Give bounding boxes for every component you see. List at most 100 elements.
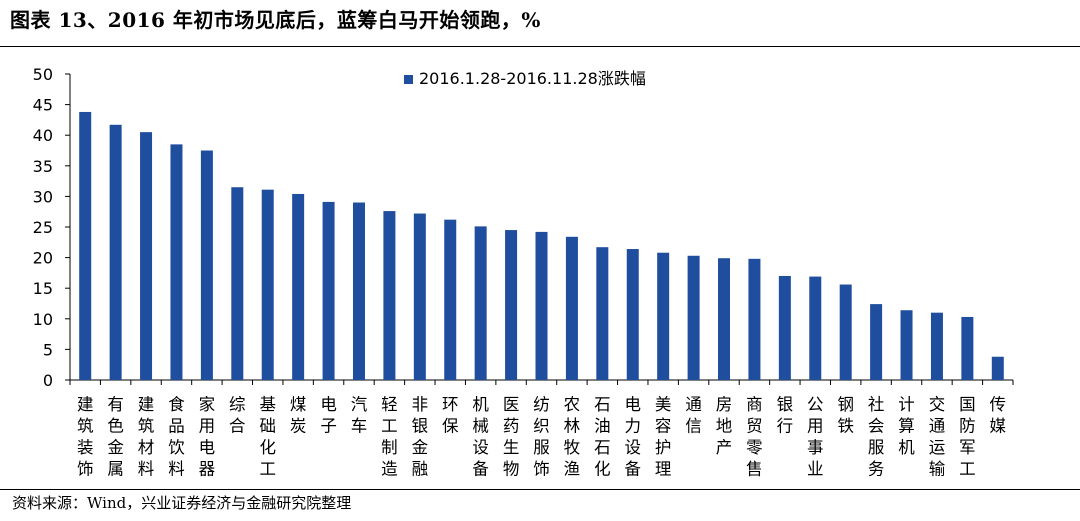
x-category-char: 电 [625, 395, 642, 414]
x-category-char: 料 [168, 460, 185, 479]
bar [505, 230, 518, 380]
y-tick-label: 50 [33, 65, 53, 84]
x-category-label: 社会服务 [868, 395, 885, 479]
x-category-char: 化 [594, 460, 611, 479]
x-category-char: 织 [533, 417, 550, 436]
x-category-char: 信 [685, 417, 702, 436]
x-category-label: 钢铁 [837, 395, 854, 436]
x-category-char: 渔 [564, 460, 581, 479]
x-category-char: 零 [746, 438, 763, 457]
bar [930, 312, 943, 380]
x-category-char: 子 [320, 417, 337, 436]
x-category-char: 国 [959, 395, 976, 414]
bar [839, 284, 852, 380]
x-category-char: 房 [716, 395, 733, 414]
chart-title: 图表 13、2016 年初市场见底后，蓝筹白马开始领跑，% [10, 8, 541, 32]
x-category-char: 防 [959, 417, 976, 436]
y-tick-label: 0 [43, 371, 53, 390]
x-category-char: 理 [655, 460, 672, 479]
bar [261, 189, 274, 380]
x-category-char: 械 [472, 417, 489, 436]
x-category-char: 饰 [533, 460, 550, 479]
x-category-char: 工 [959, 460, 976, 479]
x-category-char: 电 [320, 395, 337, 414]
x-category-label: 传媒 [990, 395, 1007, 436]
bar [687, 255, 700, 380]
x-category-label: 电力设备 [625, 395, 642, 479]
x-category-label: 国防军工 [959, 395, 976, 479]
x-category-label: 机械设备 [472, 395, 489, 479]
x-category-char: 容 [655, 417, 672, 436]
x-category-char: 炭 [290, 417, 307, 436]
bar [900, 310, 913, 380]
x-category-char: 工 [381, 417, 398, 436]
x-category-char: 物 [503, 460, 520, 479]
x-category-char: 电 [199, 438, 216, 457]
x-category-char: 牧 [564, 438, 581, 457]
bar [657, 252, 670, 380]
x-category-char: 力 [625, 417, 642, 436]
bar [596, 247, 609, 380]
x-category-label: 农林牧渔 [564, 395, 581, 479]
x-category-char: 建 [138, 395, 155, 414]
bar [109, 124, 122, 381]
y-tick-label: 35 [33, 157, 53, 176]
y-tick-label: 15 [33, 279, 53, 298]
x-category-char: 装 [77, 438, 94, 457]
x-category-label: 银行 [777, 395, 794, 436]
x-category-char: 品 [168, 417, 185, 436]
x-category-char: 建 [77, 395, 94, 414]
x-category-char: 军 [959, 438, 976, 457]
x-category-char: 业 [807, 460, 824, 479]
bar [413, 213, 426, 380]
x-category-char: 事 [807, 438, 824, 457]
x-category-char: 合 [229, 417, 246, 436]
bottom-rule [0, 489, 1080, 490]
x-category-char: 生 [503, 438, 520, 457]
x-category-char: 轻 [381, 395, 398, 414]
source-note: 资料来源：Wind，兴业证券经济与金融研究院整理 [12, 494, 352, 512]
x-category-char: 备 [472, 460, 489, 479]
x-category-char: 地 [716, 417, 733, 436]
x-category-char: 银 [412, 417, 429, 436]
x-category-label: 建筑装饰 [77, 395, 94, 479]
x-category-char: 医 [503, 395, 520, 414]
x-category-label: 食品饮料 [168, 395, 185, 479]
x-category-char: 化 [259, 438, 276, 457]
bar [79, 111, 92, 380]
x-category-char: 通 [685, 395, 702, 414]
x-category-char: 制 [381, 438, 398, 457]
x-category-char: 汽 [351, 395, 368, 414]
x-category-label: 交通运输 [929, 395, 946, 479]
bar [200, 150, 213, 380]
bar [626, 249, 639, 380]
x-category-char: 器 [199, 460, 216, 479]
y-tick-label: 10 [33, 310, 53, 329]
x-category-char: 饮 [168, 438, 185, 457]
bar [383, 211, 396, 380]
x-category-char: 算 [898, 417, 915, 436]
x-category-label: 有色金属 [107, 395, 124, 479]
x-category-char: 机 [898, 438, 915, 457]
y-tick-label: 5 [43, 340, 53, 359]
x-category-char: 筑 [138, 417, 155, 436]
x-category-char: 用 [807, 417, 824, 436]
x-category-char: 属 [107, 460, 124, 479]
x-category-char: 家 [199, 395, 216, 414]
x-category-char: 服 [868, 438, 885, 457]
x-category-label: 轻工制造 [381, 395, 398, 479]
x-category-label: 计算机 [898, 395, 915, 457]
x-category-char: 农 [564, 395, 581, 414]
x-category-label: 建筑材料 [138, 395, 155, 479]
x-category-char: 筑 [77, 417, 94, 436]
x-category-char: 综 [229, 395, 246, 414]
y-tick-label: 30 [33, 187, 53, 206]
x-category-char: 药 [503, 417, 520, 436]
x-category-char: 用 [199, 417, 216, 436]
x-category-char: 备 [625, 460, 642, 479]
x-category-char: 传 [990, 395, 1007, 414]
x-category-char: 公 [807, 395, 824, 414]
bar [170, 144, 183, 380]
x-category-char: 机 [472, 395, 489, 414]
x-category-label: 通信 [685, 395, 702, 436]
